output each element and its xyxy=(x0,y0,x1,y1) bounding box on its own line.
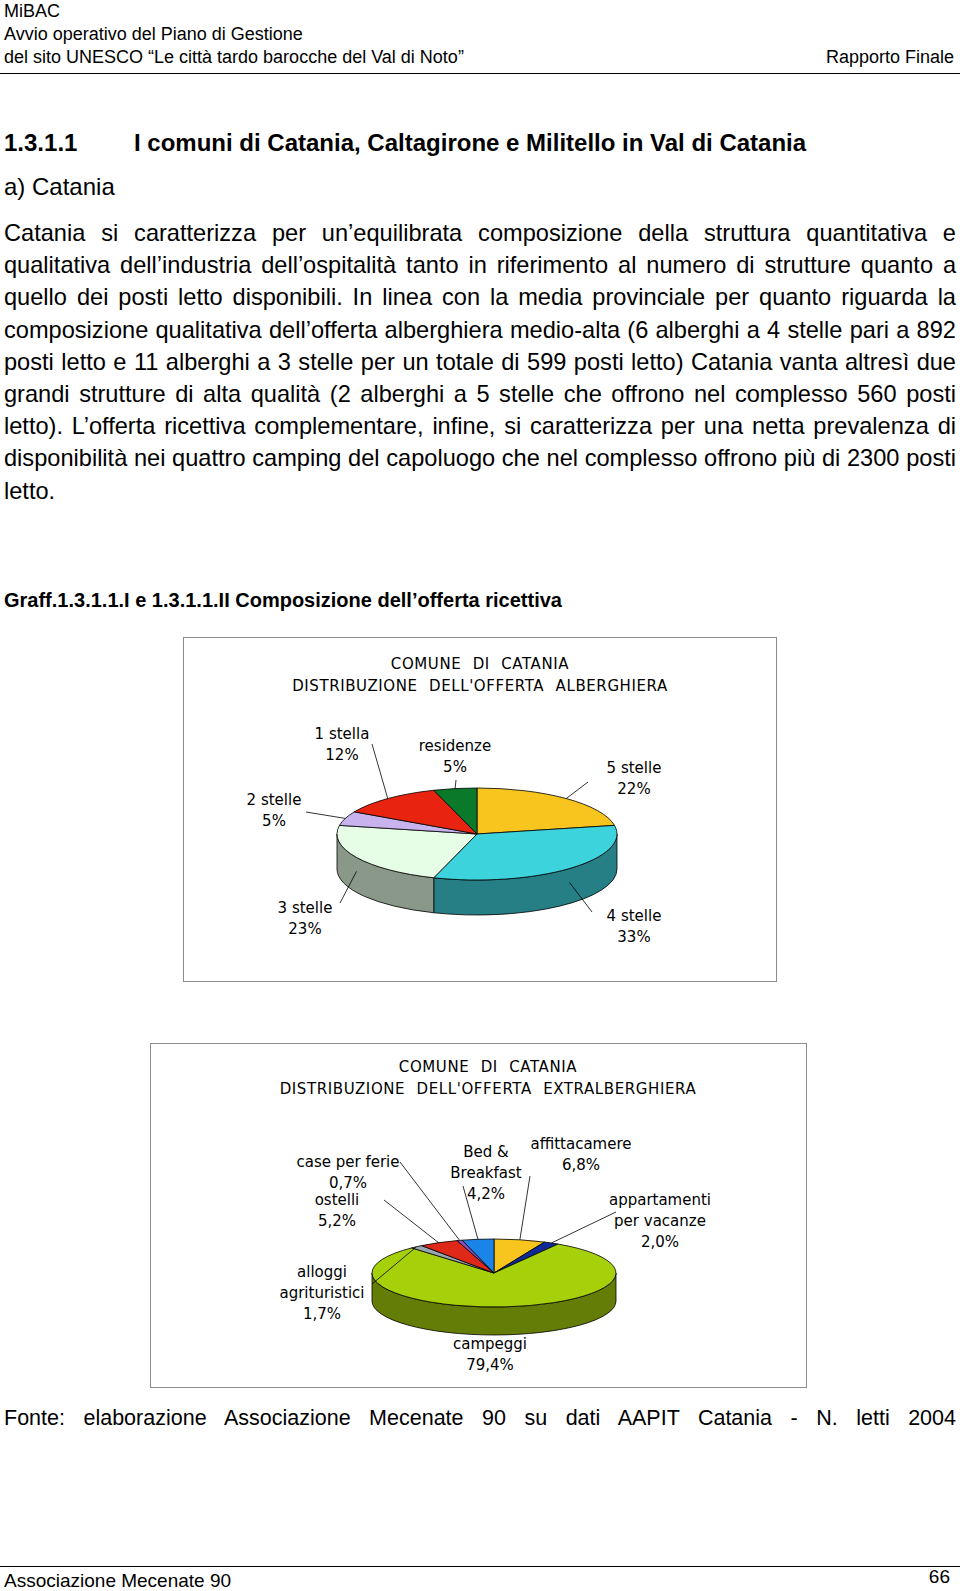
footer-page: 66 xyxy=(929,1566,950,1588)
leader-line xyxy=(566,782,588,799)
slice-value: 5,2% xyxy=(318,1212,356,1230)
leader-line xyxy=(372,1247,417,1284)
pie-slice xyxy=(337,825,477,877)
slice-label: alloggi agrituristici 1,7% xyxy=(267,1262,377,1325)
pie-tops xyxy=(337,788,617,880)
leader-line xyxy=(384,1200,439,1243)
slice-value: 12% xyxy=(325,746,358,764)
slice-category: case per ferie xyxy=(296,1153,399,1171)
slice-value: 5% xyxy=(262,812,286,830)
slice-category: campeggi xyxy=(453,1335,527,1353)
slice-category: appartamenti per vacanze xyxy=(609,1191,711,1230)
slice-label: 1 stella 12% xyxy=(302,724,382,766)
leader-line xyxy=(372,744,388,799)
section-title: I comuni di Catania, Caltagirone e Milit… xyxy=(134,129,806,157)
chart-subtitle: DISTRIBUZIONE DELL'OFFERTA EXTRALBERGHIE… xyxy=(188,1080,788,1098)
chart-title: COMUNE DI CATANIA xyxy=(180,655,780,673)
header-line2: del sito UNESCO “Le città tardo barocche… xyxy=(4,47,464,68)
subsection: a) Catania xyxy=(4,173,115,201)
slice-label: 2 stelle 5% xyxy=(234,790,314,832)
header-org: MiBAC xyxy=(4,1,60,22)
slice-label: affittacamere 6,8% xyxy=(516,1134,646,1176)
slice-category: 4 stelle xyxy=(607,907,662,925)
slice-value: 33% xyxy=(617,928,650,946)
leader-line xyxy=(340,871,357,903)
slice-label: 3 stelle 23% xyxy=(260,898,350,940)
pie-tops xyxy=(372,1239,616,1307)
slice-category: 3 stelle xyxy=(278,899,333,917)
footer-left: Associazione Mecenate 90 xyxy=(4,1570,231,1591)
slice-value: 2,0% xyxy=(641,1233,679,1251)
slice-category: 1 stella xyxy=(315,725,370,743)
slice-label: Bed & Breakfast 4,2% xyxy=(436,1142,536,1205)
pie xyxy=(337,788,617,915)
figure-caption: Graff.1.3.1.1.I e 1.3.1.1.II Composizion… xyxy=(4,589,562,612)
slice-category: ostelli xyxy=(315,1191,360,1209)
pie xyxy=(372,1239,616,1335)
slice-category: 2 stelle xyxy=(247,791,302,809)
slice-category: alloggi agrituristici xyxy=(279,1263,364,1302)
slice-label: ostelli 5,2% xyxy=(297,1190,377,1232)
slice-value: 4,2% xyxy=(467,1185,505,1203)
section-number: 1.3.1.1 xyxy=(4,129,77,157)
slice-label: appartamenti per vacanze 2,0% xyxy=(600,1190,720,1253)
source: Fonte: elaborazione Associazione Mecenat… xyxy=(4,1406,956,1431)
leader-line xyxy=(520,1176,530,1240)
leader-line xyxy=(455,780,457,789)
slice-value: 79,4% xyxy=(466,1356,514,1374)
pie-slice xyxy=(462,1239,494,1273)
slice-category: 5 stelle xyxy=(607,759,662,777)
slice-label: 4 stelle 33% xyxy=(589,906,679,948)
header-rule xyxy=(0,73,960,74)
footer-rule xyxy=(0,1566,960,1567)
slice-value: 0,7% xyxy=(329,1174,367,1192)
chart-title: COMUNE DI CATANIA xyxy=(188,1058,788,1076)
leader-line xyxy=(306,812,345,818)
slice-label: residenze 5% xyxy=(400,736,510,778)
slice-label: case per ferie 0,7% xyxy=(283,1152,413,1194)
slice-label: campeggi 79,4% xyxy=(440,1334,540,1376)
slice-category: affittacamere xyxy=(531,1135,632,1153)
chart-subtitle: DISTRIBUZIONE DELL'OFFERTA ALBERGHIERA xyxy=(180,677,780,695)
header-line1: Avvio operativo del Piano di Gestione xyxy=(4,24,303,45)
leader-line xyxy=(570,883,592,912)
slice-value: 1,7% xyxy=(303,1305,341,1323)
pie-slice xyxy=(434,788,477,834)
header-report: Rapporto Finale xyxy=(826,47,954,68)
slice-value: 23% xyxy=(288,920,321,938)
slice-category: Bed & Breakfast xyxy=(450,1143,521,1182)
slice-value: 22% xyxy=(617,780,650,798)
slice-value: 6,8% xyxy=(562,1156,600,1174)
slice-category: residenze xyxy=(419,737,491,755)
slice-label: 5 stelle 22% xyxy=(589,758,679,800)
slice-value: 5% xyxy=(443,758,467,776)
page: MiBACAvvio operativo del Piano di Gestio… xyxy=(0,0,960,1591)
leader-line xyxy=(551,1212,616,1243)
leader-lines xyxy=(306,744,592,912)
paragraph: Catania si caratterizza per un’equilibra… xyxy=(4,217,956,507)
